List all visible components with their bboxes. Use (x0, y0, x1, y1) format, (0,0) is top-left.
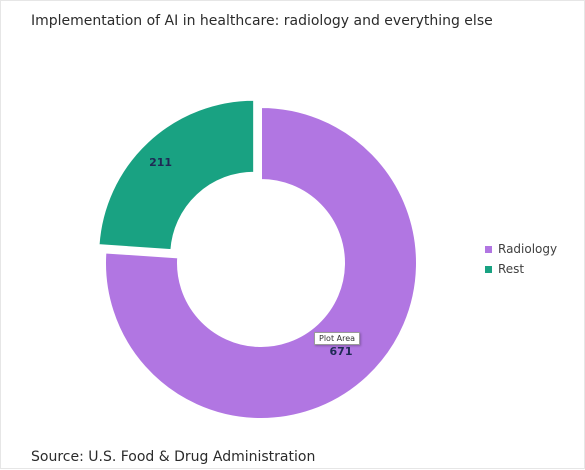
chart-title: Implementation of AI in healthcare: radi… (31, 13, 493, 29)
legend-swatch-radiology (485, 245, 492, 253)
slice-rest[interactable] (97, 98, 256, 252)
legend-label-radiology: Radiology (498, 242, 558, 256)
legend-item-radiology[interactable]: Radiology (485, 239, 557, 259)
legend-item-rest[interactable]: Rest (485, 259, 557, 279)
plot-area-tooltip: Plot Area (314, 332, 361, 345)
data-label-rest: 211 (149, 156, 172, 169)
legend-label-rest: Rest (498, 262, 525, 276)
chart-legend: Radiology Rest (485, 239, 557, 279)
chart-source: Source: U.S. Food & Drug Administration (31, 449, 316, 465)
data-label-radiology: 671 (330, 345, 353, 358)
legend-swatch-rest (485, 265, 492, 273)
